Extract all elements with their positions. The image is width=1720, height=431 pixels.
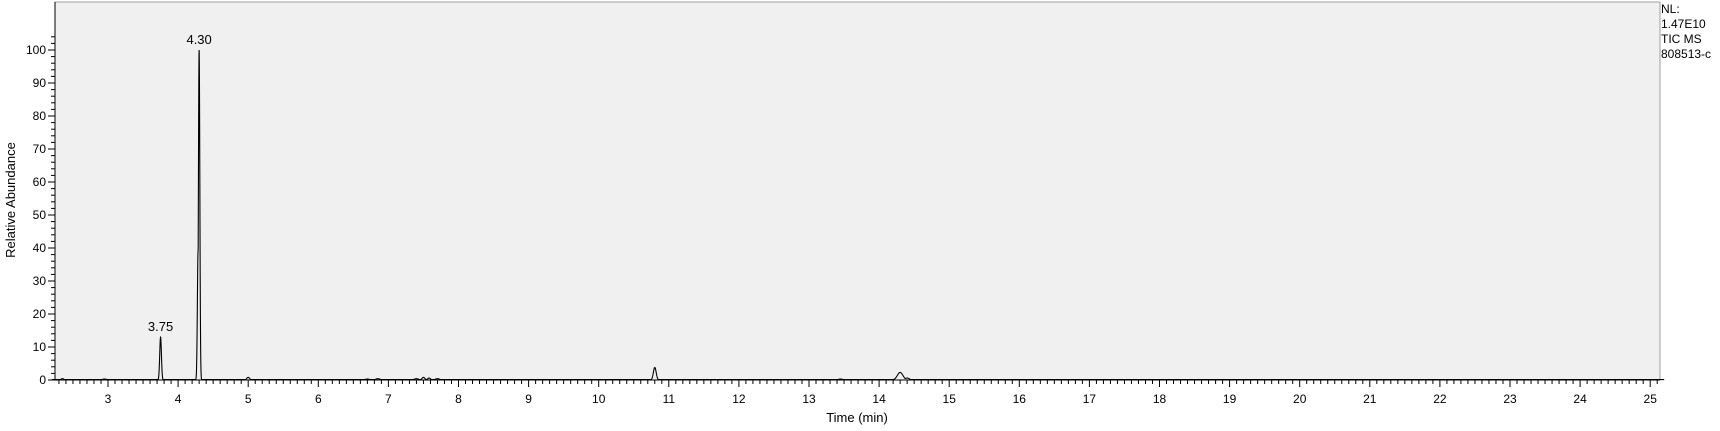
x-tick-label: 16 [1013, 392, 1027, 406]
y-tick-label: 0 [39, 373, 46, 387]
x-tick-label: 3 [105, 392, 112, 406]
y-axis-label: Relative Abundance [3, 142, 18, 258]
x-tick-label: 10 [592, 392, 606, 406]
y-tick-label: 70 [33, 142, 47, 156]
y-tick-label: 60 [33, 175, 47, 189]
x-tick-label: 18 [1153, 392, 1167, 406]
tic-trace-line [51, 49, 1665, 381]
x-tick-label: 20 [1293, 392, 1307, 406]
x-tick-label: 15 [943, 392, 957, 406]
y-tick-label: 20 [33, 307, 47, 321]
side-info-panel: NL: 1.47E10 TIC MS 808513-c [1661, 2, 1719, 62]
x-tick-label: 22 [1433, 392, 1447, 406]
x-tick-label: 19 [1223, 392, 1237, 406]
x-tick-label: 25 [1644, 392, 1658, 406]
y-tick-label: 50 [33, 208, 47, 222]
x-tick-label: 7 [385, 392, 392, 406]
y-tick-label: 30 [33, 274, 47, 288]
scan-filter: TIC MS [1661, 32, 1702, 46]
peak-label: 3.75 [148, 319, 173, 334]
y-tick-label: 100 [26, 43, 46, 57]
x-axis-label: Time (min) [826, 410, 888, 425]
x-tick-label: 8 [455, 392, 462, 406]
x-tick-label: 21 [1363, 392, 1377, 406]
x-tick-label: 12 [732, 392, 746, 406]
x-tick-label: 24 [1573, 392, 1587, 406]
x-tick-label: 11 [663, 392, 676, 406]
plot-background [54, 1, 1661, 381]
file-name: 808513-c [1661, 47, 1712, 61]
x-tick-label: 6 [315, 392, 322, 406]
peak-label: 4.30 [186, 32, 211, 47]
x-tick-label: 17 [1083, 392, 1097, 406]
nl-label: NL: [1661, 2, 1680, 16]
x-tick-label: 23 [1503, 392, 1517, 406]
x-tick-label: 5 [245, 392, 252, 406]
x-tick-label: 4 [175, 392, 182, 406]
x-tick-label: 13 [802, 392, 816, 406]
y-tick-label: 80 [33, 109, 47, 123]
y-tick-label: 40 [33, 241, 47, 255]
nl-value: 1.47E10 [1661, 17, 1706, 31]
y-tick-label: 10 [33, 340, 47, 354]
y-tick-label: 90 [33, 76, 47, 90]
x-tick-label: 14 [872, 392, 886, 406]
x-tick-label: 9 [525, 392, 532, 406]
